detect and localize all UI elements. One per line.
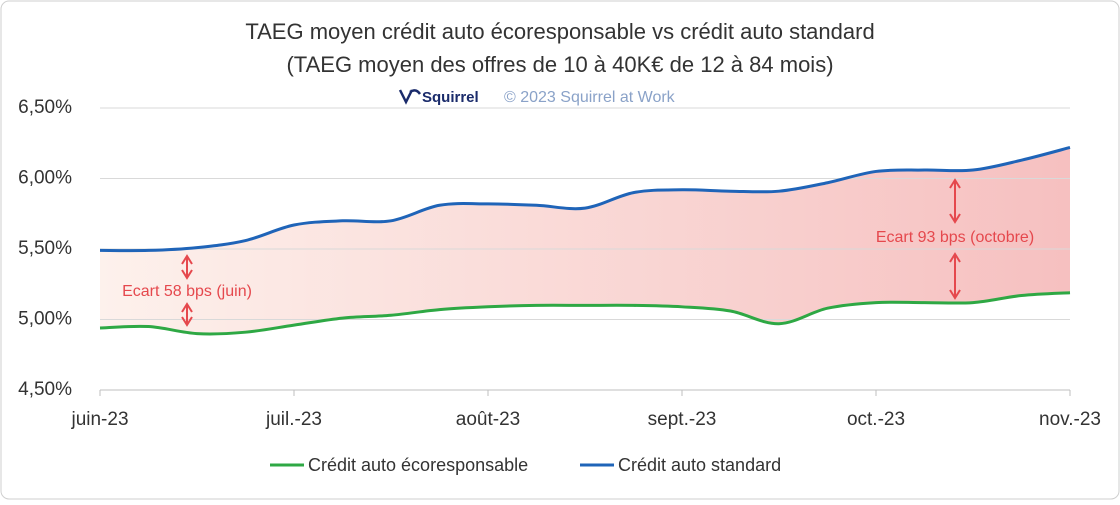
arrow-head — [949, 289, 961, 300]
x-tick-label: sept.-23 — [648, 409, 717, 430]
legend-label: Crédit auto écoresponsable — [308, 455, 528, 475]
x-tick-label: juil.-23 — [265, 409, 322, 430]
arrow-head — [181, 316, 193, 327]
annotation: Ecart 93 bps (octobre) — [876, 229, 1034, 246]
arrow-head — [949, 252, 961, 263]
y-tick-label: 4,50% — [18, 379, 72, 400]
logo-icon — [398, 89, 422, 105]
annotation: Ecart 58 bps (juin) — [122, 283, 252, 300]
arrow-head — [181, 254, 193, 265]
arrow-head — [949, 178, 961, 189]
y-tick-label: 5,50% — [18, 238, 72, 259]
legend-label: Crédit auto standard — [618, 455, 781, 475]
logo-text: Squirrel — [422, 89, 479, 106]
source: © 2023 Squirrel at Work — [504, 89, 676, 106]
chart-subtitle: (TAEG moyen des offres de 10 à 40K€ de 1… — [286, 52, 833, 77]
y-tick-label: 6,00% — [18, 168, 72, 189]
gap-area — [100, 147, 1070, 334]
arrow-head — [949, 213, 961, 224]
x-tick-label: août-23 — [456, 409, 520, 430]
arrow-head — [181, 302, 193, 313]
series-line — [99, 146, 1071, 253]
logo: Squirrel — [398, 89, 479, 106]
arrow-head — [181, 269, 193, 280]
chart-title: TAEG moyen crédit auto écoresponsable vs… — [245, 19, 874, 44]
x-tick-label: nov.-23 — [1039, 409, 1101, 430]
y-tick-label: 6,50% — [18, 97, 72, 118]
x-tick-label: oct.-23 — [847, 409, 905, 430]
y-tick-label: 5,00% — [18, 309, 72, 330]
x-tick-label: juin-23 — [70, 409, 128, 430]
series-line — [99, 291, 1071, 336]
